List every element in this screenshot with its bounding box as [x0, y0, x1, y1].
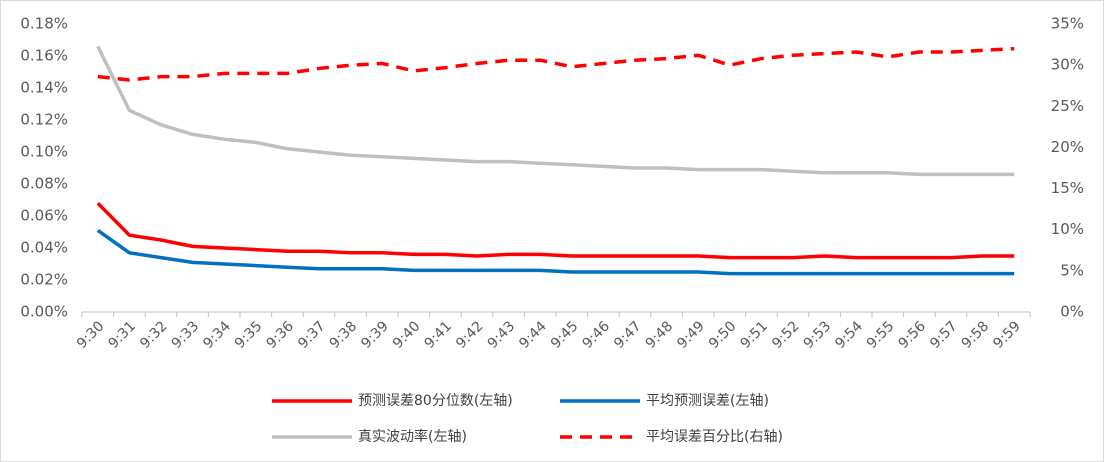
series-line	[96, 201, 1015, 260]
y2-tick-label: 20%	[1051, 138, 1084, 156]
y2-tick-label: 0%	[1060, 303, 1084, 321]
y2-tick-label: 15%	[1051, 179, 1084, 197]
legend-label: 真实波动率(左轴)	[358, 428, 467, 445]
y-tick-label: 0.06%	[20, 207, 68, 225]
y2-tick-label: 25%	[1051, 97, 1084, 115]
y2-tick-label: 5%	[1060, 261, 1084, 279]
y-tick-label: 0.10%	[20, 143, 68, 161]
y2-tick-label: 30%	[1051, 56, 1084, 74]
y-tick-label: 0.04%	[20, 239, 68, 257]
legend-label: 平均预测误差(左轴)	[646, 393, 769, 409]
y-tick-label: 0.00%	[20, 303, 68, 321]
series-line	[96, 45, 1015, 177]
y-tick-label: 0.18%	[20, 15, 68, 33]
y2-tick-label: 10%	[1051, 220, 1084, 238]
y-tick-label: 0.08%	[20, 175, 68, 193]
legend-label: 平均误差百分比(右轴)	[646, 429, 783, 445]
legend-label: 预测误差80分位数(左轴)	[358, 393, 513, 409]
series-line	[96, 228, 1015, 276]
y-tick-label: 0.12%	[20, 111, 68, 129]
series-line	[97, 46, 1015, 82]
y2-tick-label: 35%	[1051, 15, 1084, 33]
y-tick-label: 0.02%	[20, 271, 68, 289]
y-tick-label: 0.14%	[20, 79, 68, 97]
y-tick-label: 0.16%	[20, 47, 68, 65]
